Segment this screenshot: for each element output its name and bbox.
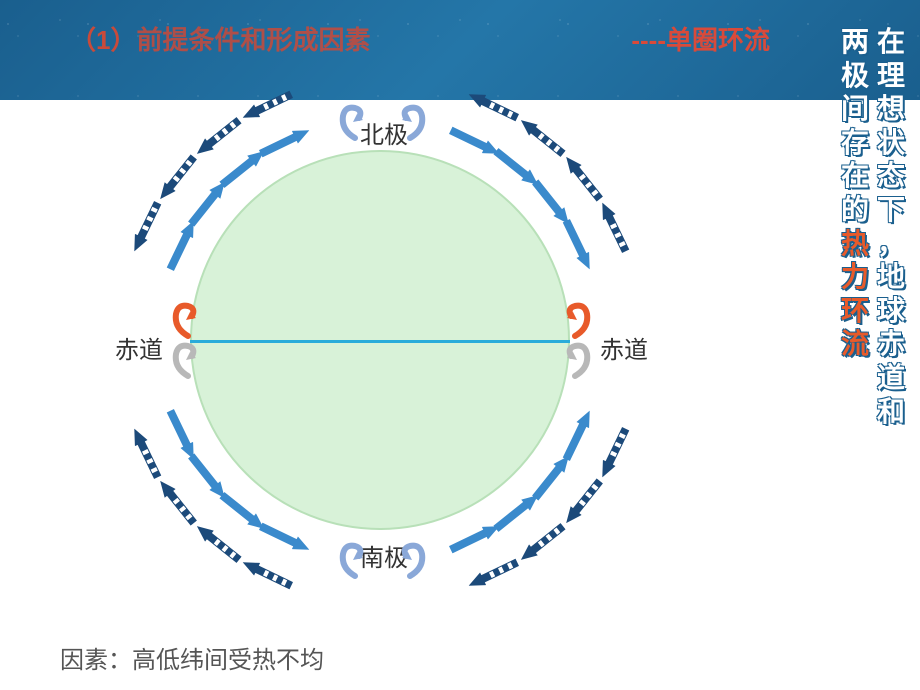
vt-line1: 在理想状态下，地球赤道和 bbox=[877, 25, 905, 428]
arrow-segment bbox=[465, 88, 520, 124]
subtitle-text: 单圈环流 bbox=[666, 25, 770, 55]
curl-south-left bbox=[335, 540, 375, 580]
arrow-segment bbox=[448, 124, 503, 160]
arrow-segment bbox=[561, 477, 606, 528]
arrow-segment bbox=[128, 425, 164, 480]
arrow-segment bbox=[517, 114, 568, 159]
curl-equator-left-neutral bbox=[168, 340, 208, 380]
arrow-segment bbox=[128, 200, 164, 255]
vertical-note: 在理想状态下，地球赤道和 两极间存在的热力环流 bbox=[841, 25, 905, 428]
curl-south-right bbox=[390, 540, 430, 580]
curl-equator-left-hot bbox=[168, 300, 208, 340]
arrow-segment bbox=[517, 521, 568, 566]
title-text: 前提条件和形成因素 bbox=[136, 25, 370, 55]
arrow-segment bbox=[560, 217, 596, 272]
circulation-diagram: 北极 南极 赤道 赤道 bbox=[60, 60, 660, 640]
arrow-segment bbox=[596, 425, 632, 480]
curl-equator-right-hot bbox=[555, 300, 595, 340]
arrow-segment bbox=[154, 152, 199, 203]
label-equator-left: 赤道 bbox=[115, 330, 163, 365]
arrow-segment bbox=[164, 217, 200, 272]
arrow-segment bbox=[164, 408, 200, 463]
label-equator-right: 赤道 bbox=[600, 330, 648, 365]
equator-line bbox=[190, 340, 570, 343]
arrow-segment bbox=[596, 200, 632, 255]
arrow-segment bbox=[492, 490, 543, 535]
arrow-segment bbox=[560, 408, 596, 463]
arrow-segment bbox=[217, 146, 268, 191]
arrow-segment bbox=[217, 490, 268, 535]
curl-north-left bbox=[335, 102, 375, 142]
arrow-segment bbox=[448, 520, 503, 556]
curl-north-right bbox=[390, 102, 430, 142]
arrow-segment bbox=[465, 556, 520, 592]
arrow-segment bbox=[240, 88, 295, 124]
header-subtitle: ----单圈环流 bbox=[631, 20, 770, 57]
arrow-segment bbox=[154, 477, 199, 528]
vt-line2: 两极间存在的热力环流 bbox=[841, 25, 869, 428]
arrow-segment bbox=[561, 152, 606, 203]
arrow-segment bbox=[192, 114, 243, 159]
arrow-segment bbox=[192, 521, 243, 566]
arrow-segment bbox=[530, 177, 575, 228]
arrow-segment bbox=[530, 452, 575, 503]
arrow-segment bbox=[240, 556, 295, 592]
arrow-segment bbox=[186, 452, 231, 503]
subtitle-prefix: ---- bbox=[631, 25, 666, 55]
arrow-segment bbox=[186, 177, 231, 228]
title-prefix: （1） bbox=[70, 25, 136, 55]
curl-equator-right-neutral bbox=[555, 340, 595, 380]
arrow-segment bbox=[492, 146, 543, 191]
arrow-segment bbox=[257, 124, 312, 160]
header-title: （1）前提条件和形成因素 bbox=[70, 20, 370, 57]
arrow-segment bbox=[257, 520, 312, 556]
bottom-caption: 因素：高低纬间受热不均 bbox=[60, 640, 324, 675]
